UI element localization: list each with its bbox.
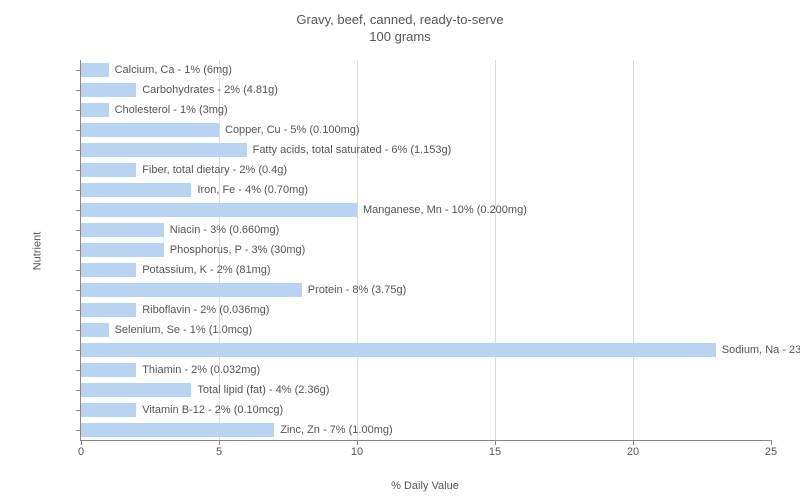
nutrient-bar (81, 203, 357, 217)
x-tick-label: 5 (216, 446, 222, 458)
nutrient-bar (81, 143, 247, 157)
x-tick-mark (495, 440, 496, 445)
gridline (633, 60, 634, 440)
title-line-1: Gravy, beef, canned, ready-to-serve (296, 12, 503, 27)
nutrient-bar (81, 363, 136, 377)
x-tick-mark (357, 440, 358, 445)
nutrient-bar-label: Phosphorus, P - 3% (30mg) (164, 243, 306, 257)
x-tick-label: 20 (627, 446, 639, 458)
nutrient-bar (81, 163, 136, 177)
nutrient-bar (81, 183, 191, 197)
nutrient-bar (81, 63, 109, 77)
nutrient-bar-label: Potassium, K - 2% (81mg) (136, 263, 270, 277)
nutrient-bar-label: Sodium, Na - 23% (560mg) (716, 343, 800, 357)
nutrient-bar (81, 283, 302, 297)
plot-area: 0510152025Calcium, Ca - 1% (6mg)Carbohyd… (80, 60, 771, 441)
nutrient-bar-label: Fiber, total dietary - 2% (0.4g) (136, 163, 287, 177)
nutrient-bar (81, 423, 274, 437)
title-line-2: 100 grams (369, 29, 430, 44)
nutrient-bar (81, 383, 191, 397)
x-tick-mark (219, 440, 220, 445)
x-axis-label: % Daily Value (80, 480, 770, 492)
nutrient-bar-label: Manganese, Mn - 10% (0.200mg) (357, 203, 527, 217)
nutrient-bar (81, 83, 136, 97)
gridline (357, 60, 358, 440)
nutrient-bar-label: Selenium, Se - 1% (1.0mcg) (109, 323, 253, 337)
nutrient-bar (81, 323, 109, 337)
nutrient-bar (81, 103, 109, 117)
nutrient-bar (81, 343, 716, 357)
x-tick-mark (771, 440, 772, 445)
chart-title: Gravy, beef, canned, ready-to-serve 100 … (0, 0, 800, 46)
nutrient-bar (81, 303, 136, 317)
nutrient-bar (81, 243, 164, 257)
nutrient-bar-label: Vitamin B-12 - 2% (0.10mcg) (136, 403, 283, 417)
nutrient-bar-label: Niacin - 3% (0.660mg) (164, 223, 279, 237)
gridline (495, 60, 496, 440)
nutrient-bar-label: Protein - 8% (3.75g) (302, 283, 406, 297)
nutrient-bar (81, 403, 136, 417)
nutrient-bar-label: Zinc, Zn - 7% (1.00mg) (274, 423, 392, 437)
x-tick-label: 10 (351, 446, 363, 458)
nutrient-bar-label: Fatty acids, total saturated - 6% (1.153… (247, 143, 452, 157)
y-axis-label: Nutrient (31, 232, 43, 271)
nutrient-bar-label: Thiamin - 2% (0.032mg) (136, 363, 260, 377)
x-tick-label: 25 (765, 446, 777, 458)
nutrient-bar (81, 223, 164, 237)
nutrient-bar-label: Total lipid (fat) - 4% (2.36g) (191, 383, 329, 397)
nutrient-bar-label: Cholesterol - 1% (3mg) (109, 103, 228, 117)
nutrient-chart: Gravy, beef, canned, ready-to-serve 100 … (0, 0, 800, 500)
nutrient-bar-label: Calcium, Ca - 1% (6mg) (109, 63, 232, 77)
x-tick-mark (81, 440, 82, 445)
x-tick-mark (633, 440, 634, 445)
x-tick-label: 15 (489, 446, 501, 458)
nutrient-bar-label: Riboflavin - 2% (0.036mg) (136, 303, 269, 317)
nutrient-bar (81, 123, 219, 137)
nutrient-bar-label: Carbohydrates - 2% (4.81g) (136, 83, 278, 97)
nutrient-bar-label: Copper, Cu - 5% (0.100mg) (219, 123, 360, 137)
x-tick-label: 0 (78, 446, 84, 458)
nutrient-bar-label: Iron, Fe - 4% (0.70mg) (191, 183, 308, 197)
nutrient-bar (81, 263, 136, 277)
